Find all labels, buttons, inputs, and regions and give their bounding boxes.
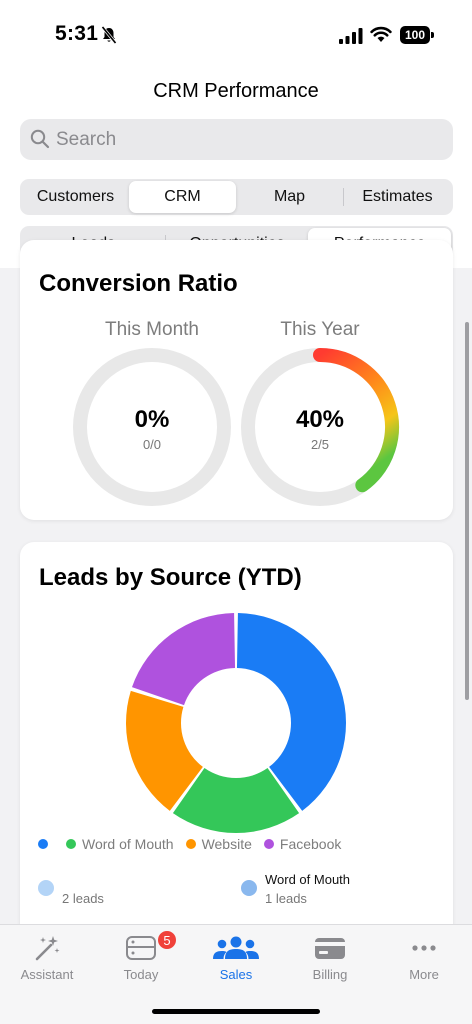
stat-count: 2 leads xyxy=(62,891,104,906)
chart-legend: Word of Mouth Website Facebook xyxy=(38,836,353,852)
people-icon xyxy=(213,936,259,959)
legend-item: Website xyxy=(185,836,252,852)
wifi-icon xyxy=(370,26,392,42)
tabbar-billing[interactable]: Billing xyxy=(290,933,370,982)
donut-slice-1[interactable] xyxy=(172,768,300,833)
tabbar-assistant[interactable]: Assistant xyxy=(7,933,87,982)
tabbar-label: Sales xyxy=(219,967,253,982)
search-icon xyxy=(30,129,50,149)
leads-donut-chart xyxy=(125,613,346,833)
tabbar-more[interactable]: More xyxy=(384,933,464,982)
legend-label: Facebook xyxy=(279,836,342,852)
this-month-gauge xyxy=(73,348,231,506)
search-input[interactable] xyxy=(56,119,446,160)
this-year-progress-arc xyxy=(313,348,399,493)
donut-slice-0[interactable] xyxy=(236,613,346,811)
today-icon xyxy=(126,936,156,960)
stat-name: Word of Mouth xyxy=(265,872,351,887)
search-bar[interactable] xyxy=(20,119,453,160)
tabbar-label: Assistant xyxy=(20,967,74,982)
this-month-label: This Month xyxy=(105,319,199,340)
scrollbar[interactable] xyxy=(465,322,469,700)
conversion-ratio-title: Conversion Ratio xyxy=(39,270,238,297)
legend-item xyxy=(38,839,54,849)
tabbar-label: Today xyxy=(123,967,159,982)
tab-customers[interactable]: Customers xyxy=(36,188,115,205)
tabbar-sales[interactable]: Sales xyxy=(196,933,276,982)
credit-card-icon xyxy=(315,938,345,959)
stat-count: 1 leads xyxy=(265,891,307,906)
battery-icon: 100 xyxy=(400,26,434,44)
bell-muted-icon xyxy=(101,26,117,44)
tab-crm[interactable]: CRM xyxy=(129,181,236,213)
bottom-tab-bar: Assistant Today 5 Sales Billing xyxy=(0,924,472,1024)
ellipsis-icon xyxy=(412,945,436,951)
legend-item: Facebook xyxy=(263,836,342,852)
tabbar-label: More xyxy=(409,967,439,982)
battery-level: 100 xyxy=(400,26,430,44)
legend-item: Word of Mouth xyxy=(66,836,174,852)
page-title: CRM Performance xyxy=(153,80,319,102)
donut-slice-3[interactable] xyxy=(131,613,236,706)
magic-wand-icon xyxy=(35,936,60,961)
cellular-signal-icon xyxy=(339,28,363,44)
segment-divider xyxy=(343,188,344,206)
tabbar-today[interactable]: Today xyxy=(101,933,181,982)
tab-map[interactable]: Map xyxy=(273,188,306,205)
donut-slice-2[interactable] xyxy=(125,690,203,811)
this-year-gauge xyxy=(241,348,399,506)
this-month-value: 0% xyxy=(134,406,170,433)
stat-dot xyxy=(241,880,257,896)
status-time: 5:31 xyxy=(55,22,99,45)
conversion-ratio-card: Conversion Ratio This Month 0% 0/0 This … xyxy=(20,240,453,520)
status-bar: 5:31 100 xyxy=(0,0,472,64)
tabbar-label: Billing xyxy=(312,967,348,982)
this-month-detail: 0/0 xyxy=(142,437,162,452)
primary-segmented-control: Customers CRM Map Estimates xyxy=(20,179,453,215)
this-year-label: This Year xyxy=(280,319,360,340)
this-year-value: 40% xyxy=(295,406,345,433)
leads-by-source-title: Leads by Source (YTD) xyxy=(39,564,302,591)
stat-dot xyxy=(38,880,54,896)
tab-estimates[interactable]: Estimates xyxy=(362,188,433,205)
this-year-detail: 2/5 xyxy=(310,437,330,452)
legend-label: Website xyxy=(201,836,252,852)
leads-by-source-card: Leads by Source (YTD) Word of Mouth Webs… xyxy=(20,542,453,942)
home-indicator xyxy=(152,1009,320,1014)
notification-badge: 5 xyxy=(156,929,178,951)
legend-label: Word of Mouth xyxy=(82,836,174,852)
